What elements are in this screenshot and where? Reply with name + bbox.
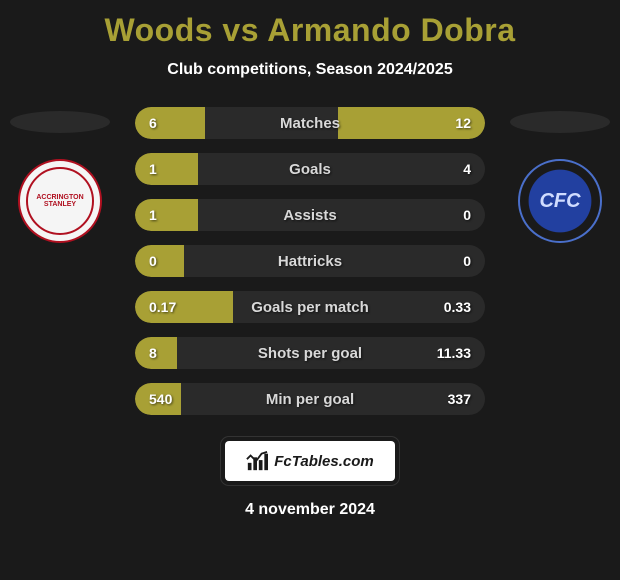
stat-label: Min per goal bbox=[205, 391, 415, 408]
stat-label: Goals bbox=[205, 161, 415, 178]
team-right-area: CFC bbox=[500, 107, 620, 243]
chart-icon bbox=[246, 450, 268, 472]
stat-value-right: 0 bbox=[415, 207, 485, 223]
stat-label: Goals per match bbox=[205, 299, 415, 316]
stat-value-left: 0.17 bbox=[135, 299, 205, 315]
stat-row: 540Min per goal337 bbox=[135, 383, 485, 415]
stat-label: Shots per goal bbox=[205, 345, 415, 362]
stat-row: 0.17Goals per match0.33 bbox=[135, 291, 485, 323]
team-right-shadow bbox=[510, 111, 610, 133]
brand-box: FcTables.com bbox=[225, 441, 395, 481]
stat-value-left: 1 bbox=[135, 161, 205, 177]
stat-value-right: 337 bbox=[415, 391, 485, 407]
stat-value-left: 540 bbox=[135, 391, 205, 407]
stat-row: 1Assists0 bbox=[135, 199, 485, 231]
stat-value-left: 8 bbox=[135, 345, 205, 361]
team-right-crest: CFC bbox=[518, 159, 602, 243]
team-left-crest: ACCRINGTON STANLEY bbox=[18, 159, 102, 243]
stat-row: 0Hattricks0 bbox=[135, 245, 485, 277]
comparison-panel: ACCRINGTON STANLEY CFC 6Matches121Goals4… bbox=[0, 107, 620, 415]
stat-value-right: 0 bbox=[415, 253, 485, 269]
stat-value-left: 1 bbox=[135, 207, 205, 223]
stat-value-left: 0 bbox=[135, 253, 205, 269]
stat-value-right: 4 bbox=[415, 161, 485, 177]
page-title: Woods vs Armando Dobra bbox=[0, 0, 620, 49]
stat-label: Assists bbox=[205, 207, 415, 224]
stats-list: 6Matches121Goals41Assists00Hattricks00.1… bbox=[135, 107, 485, 415]
stat-row: 8Shots per goal11.33 bbox=[135, 337, 485, 369]
page-subtitle: Club competitions, Season 2024/2025 bbox=[0, 61, 620, 79]
date-label: 4 november 2024 bbox=[0, 501, 620, 519]
team-right-crest-label: CFC bbox=[539, 190, 580, 213]
team-left-area: ACCRINGTON STANLEY bbox=[0, 107, 120, 243]
stat-value-right: 12 bbox=[415, 115, 485, 131]
stat-label: Matches bbox=[205, 115, 415, 132]
stat-row: 6Matches12 bbox=[135, 107, 485, 139]
stat-value-right: 0.33 bbox=[415, 299, 485, 315]
stat-label: Hattricks bbox=[205, 253, 415, 270]
stat-value-right: 11.33 bbox=[415, 345, 485, 361]
team-left-crest-label: ACCRINGTON STANLEY bbox=[20, 194, 100, 208]
stat-row: 1Goals4 bbox=[135, 153, 485, 185]
team-left-shadow bbox=[10, 111, 110, 133]
brand-text: FcTables.com bbox=[274, 453, 373, 470]
stat-value-left: 6 bbox=[135, 115, 205, 131]
